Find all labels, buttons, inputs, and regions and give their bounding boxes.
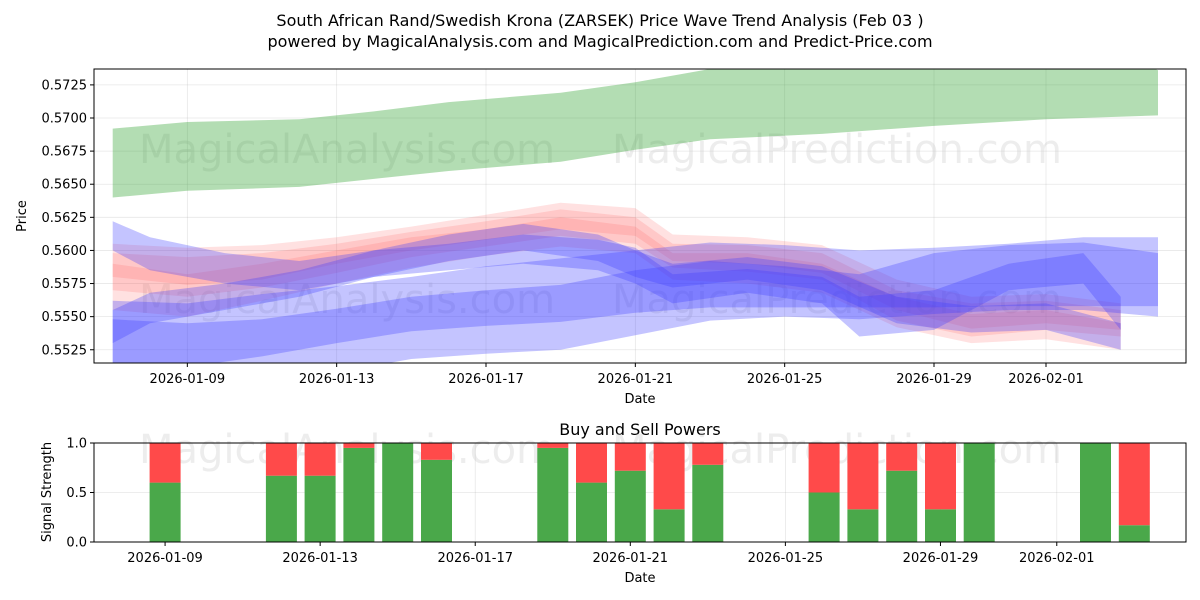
price-plot-frame — [93, 68, 1187, 364]
price-y-tick-label: 0.5675 — [42, 145, 88, 160]
buy-bar — [1080, 443, 1111, 542]
signal-chart-title: Buy and Sell Powers — [559, 420, 721, 439]
buy-bar — [1118, 525, 1150, 542]
price-band-red-band-2 — [112, 217, 1121, 350]
sell-bar — [847, 443, 879, 510]
price-x-tick-label: 2026-01-21 — [598, 372, 674, 387]
buy-bar — [963, 443, 995, 542]
sell-bar — [614, 443, 646, 471]
watermark-magicalanalysis-top: MagicalAnalysis.com — [139, 127, 555, 173]
price-y-tick-label: 0.5700 — [42, 112, 88, 127]
price-x-tick-label: 2026-01-13 — [299, 372, 375, 387]
price-x-tick-label: 2026-01-17 — [448, 372, 524, 387]
sell-bar — [343, 443, 375, 448]
price-band-blue-band-1 — [112, 237, 1158, 363]
price-y-tick-label: 0.5600 — [42, 244, 88, 259]
sell-bar — [421, 443, 452, 460]
signal-x-tick-label: 2026-01-13 — [282, 551, 358, 566]
price-gridlines — [94, 69, 1186, 363]
price-y-ticks: 0.5525 0.5550 0.5575 0.5600 0.5625 0.5650 0.56… — [42, 78, 94, 358]
chart-title-line2: powered by MagicalAnalysis.com and Magic… — [267, 32, 932, 51]
price-y-tick-label: 0.5575 — [42, 277, 88, 292]
sell-bar — [304, 443, 336, 476]
sell-bar — [692, 443, 724, 465]
sell-bar — [653, 443, 685, 510]
price-plot-area — [94, 69, 1186, 363]
buy-bar — [576, 482, 607, 542]
signal-x-tick-label: 2026-02-01 — [1019, 551, 1095, 566]
sell-bar — [265, 443, 297, 476]
price-band-green-band — [112, 69, 1158, 198]
signal-x-tick-label: 2026-01-21 — [593, 551, 669, 566]
signal-x-tick-label: 2026-01-25 — [748, 551, 824, 566]
price-y-tick-label: 0.5650 — [42, 178, 88, 193]
signal-y-label: Signal Strength — [40, 442, 55, 542]
price-band-red-band-1 — [112, 209, 1121, 337]
signal-y-ticks: 0.0 0.5 1.0 — [66, 437, 94, 551]
sell-bar — [149, 443, 181, 483]
watermark-magicalprediction-mid: MagicalPrediction.com — [612, 277, 1062, 323]
sell-bar — [1118, 443, 1150, 526]
price-x-label: Date — [624, 392, 655, 407]
price-y-tick-label: 0.5550 — [42, 310, 88, 325]
sell-bar — [925, 443, 956, 510]
price-band-blue-band-2 — [112, 242, 1158, 363]
price-x-tick-label: 2026-01-25 — [747, 372, 823, 387]
price-y-tick-label: 0.5725 — [42, 78, 88, 93]
price-y-label: Price — [15, 200, 30, 232]
price-x-tick-label: 2026-01-09 — [150, 372, 226, 387]
buy-bar — [653, 509, 685, 542]
price-y-tick-label: 0.5525 — [42, 343, 88, 358]
signal-x-tick-label: 2026-01-29 — [903, 551, 979, 566]
buy-bar — [343, 447, 375, 542]
buy-bar — [149, 482, 181, 542]
signal-x-tick-label: 2026-01-09 — [127, 551, 203, 566]
price-x-tick-label: 2026-02-01 — [1008, 372, 1084, 387]
signal-bars — [149, 443, 1150, 542]
price-watermarks: MagicalAnalysis.com MagicalPrediction.co… — [139, 127, 1062, 323]
buy-bar — [886, 470, 918, 542]
signal-y-tick-label: 0.5 — [66, 486, 87, 501]
buy-bar — [692, 464, 724, 542]
sell-bar — [886, 443, 918, 471]
signal-x-label: Date — [624, 571, 655, 586]
chart-title-line1: South African Rand/Swedish Krona (ZARSEK… — [276, 11, 923, 30]
watermark-magicalprediction-top: MagicalPrediction.com — [612, 127, 1062, 173]
signal-x-tick-label: 2026-01-17 — [437, 551, 513, 566]
price-chart: MagicalAnalysis.com MagicalPrediction.co… — [15, 68, 1187, 407]
price-x-tick-label: 2026-01-29 — [896, 372, 972, 387]
buy-bar — [537, 447, 569, 542]
signal-chart: Buy and Sell Powers MagicalAnalysis.com … — [40, 420, 1187, 586]
price-band-blue-band-3 — [112, 221, 1121, 337]
signal-y-tick-label: 1.0 — [66, 437, 87, 452]
price-x-ticks: 2026-01-09 2026-01-13 2026-01-17 2026-01-21… — [150, 363, 1084, 387]
signal-x-ticks: 2026-01-09 2026-01-13 2026-01-17 2026-01-21… — [127, 542, 1095, 566]
buy-bar — [847, 509, 879, 542]
sell-bar — [576, 443, 607, 483]
buy-bar — [304, 475, 336, 542]
buy-bar — [421, 459, 452, 542]
sell-bar — [808, 443, 840, 493]
watermark-magicalanalysis-mid: MagicalAnalysis.com — [139, 277, 555, 323]
sell-bar — [537, 443, 569, 448]
price-band-purple-band — [112, 223, 1121, 350]
buy-bar — [808, 492, 840, 542]
buy-bar — [614, 470, 646, 542]
signal-y-tick-label: 0.0 — [66, 536, 87, 551]
buy-bar — [382, 443, 414, 542]
buy-bar — [265, 475, 297, 542]
price-bands — [112, 69, 1158, 363]
price-band-red-band-3 — [112, 202, 1121, 330]
price-y-tick-label: 0.5625 — [42, 211, 88, 226]
buy-bar — [925, 509, 956, 542]
